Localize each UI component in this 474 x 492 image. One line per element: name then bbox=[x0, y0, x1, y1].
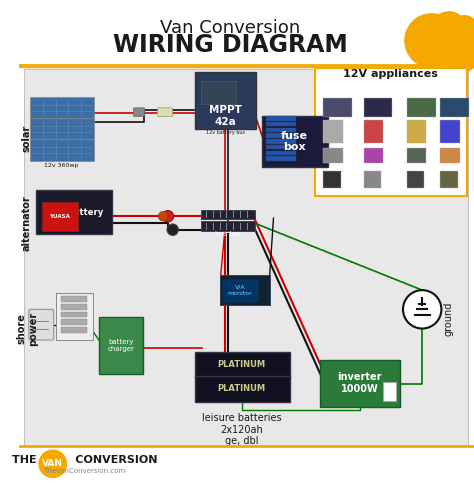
FancyBboxPatch shape bbox=[201, 221, 255, 231]
Circle shape bbox=[451, 16, 474, 43]
Text: YUASA: YUASA bbox=[49, 214, 70, 219]
FancyBboxPatch shape bbox=[266, 133, 296, 138]
FancyBboxPatch shape bbox=[407, 121, 426, 143]
FancyBboxPatch shape bbox=[157, 108, 173, 117]
FancyBboxPatch shape bbox=[61, 312, 87, 317]
FancyBboxPatch shape bbox=[42, 202, 78, 231]
FancyBboxPatch shape bbox=[61, 319, 87, 325]
FancyBboxPatch shape bbox=[201, 81, 236, 104]
Text: Van Battery: Van Battery bbox=[47, 208, 103, 217]
FancyBboxPatch shape bbox=[99, 317, 143, 373]
FancyBboxPatch shape bbox=[266, 139, 296, 144]
FancyBboxPatch shape bbox=[319, 360, 400, 407]
FancyBboxPatch shape bbox=[19, 10, 474, 108]
FancyBboxPatch shape bbox=[30, 119, 94, 140]
Circle shape bbox=[438, 31, 474, 73]
FancyBboxPatch shape bbox=[266, 156, 296, 161]
Text: V/A
monitor: V/A monitor bbox=[228, 285, 252, 296]
FancyBboxPatch shape bbox=[61, 296, 87, 302]
FancyBboxPatch shape bbox=[364, 121, 383, 143]
Text: solar: solar bbox=[22, 125, 32, 152]
FancyBboxPatch shape bbox=[266, 128, 296, 132]
Circle shape bbox=[405, 14, 459, 67]
Text: inverter
1000W: inverter 1000W bbox=[337, 372, 382, 394]
FancyBboxPatch shape bbox=[30, 140, 94, 160]
FancyBboxPatch shape bbox=[364, 171, 381, 188]
FancyBboxPatch shape bbox=[323, 121, 343, 143]
Circle shape bbox=[38, 449, 67, 478]
Circle shape bbox=[403, 290, 441, 329]
Text: shore
power: shore power bbox=[16, 311, 37, 346]
Text: MPPT
42a: MPPT 42a bbox=[209, 105, 242, 126]
Text: bus bar: bus bar bbox=[215, 232, 241, 238]
FancyBboxPatch shape bbox=[315, 67, 467, 196]
Text: battery
charger: battery charger bbox=[108, 339, 134, 352]
FancyBboxPatch shape bbox=[61, 304, 87, 310]
Text: 12v 360wp: 12v 360wp bbox=[44, 163, 79, 168]
FancyBboxPatch shape bbox=[323, 148, 343, 163]
Text: THE          CONVERSION: THE CONVERSION bbox=[12, 455, 157, 465]
FancyBboxPatch shape bbox=[440, 171, 458, 188]
FancyBboxPatch shape bbox=[440, 121, 460, 143]
FancyBboxPatch shape bbox=[30, 97, 94, 119]
FancyBboxPatch shape bbox=[195, 352, 290, 378]
FancyBboxPatch shape bbox=[223, 280, 258, 302]
FancyBboxPatch shape bbox=[364, 98, 392, 118]
FancyBboxPatch shape bbox=[364, 148, 383, 163]
FancyBboxPatch shape bbox=[407, 98, 436, 118]
FancyBboxPatch shape bbox=[24, 69, 468, 448]
Text: TheVanConversion.com: TheVanConversion.com bbox=[43, 467, 126, 473]
FancyBboxPatch shape bbox=[266, 116, 296, 121]
FancyBboxPatch shape bbox=[195, 375, 290, 402]
FancyBboxPatch shape bbox=[407, 171, 424, 188]
Circle shape bbox=[162, 211, 173, 222]
FancyBboxPatch shape bbox=[220, 275, 270, 306]
FancyBboxPatch shape bbox=[440, 98, 469, 118]
Circle shape bbox=[432, 12, 466, 46]
FancyBboxPatch shape bbox=[323, 98, 352, 118]
Text: VAN: VAN bbox=[42, 460, 64, 468]
FancyBboxPatch shape bbox=[55, 293, 93, 340]
FancyBboxPatch shape bbox=[383, 382, 396, 401]
Text: PLATINUM: PLATINUM bbox=[218, 361, 266, 369]
Text: 12v battery bus: 12v battery bus bbox=[206, 130, 245, 135]
Text: 12V appliances: 12V appliances bbox=[343, 69, 438, 79]
FancyBboxPatch shape bbox=[19, 446, 474, 482]
FancyBboxPatch shape bbox=[133, 108, 145, 117]
Text: leisure batteries
2x120ah
ge, dbl: leisure batteries 2x120ah ge, dbl bbox=[202, 413, 282, 446]
FancyBboxPatch shape bbox=[323, 171, 341, 188]
FancyBboxPatch shape bbox=[266, 151, 296, 155]
FancyBboxPatch shape bbox=[266, 145, 296, 150]
Text: Van Conversion: Van Conversion bbox=[160, 19, 301, 37]
FancyBboxPatch shape bbox=[440, 148, 460, 163]
Text: fuse
box: fuse box bbox=[281, 130, 308, 152]
Text: ground: ground bbox=[443, 302, 453, 336]
FancyBboxPatch shape bbox=[29, 309, 54, 340]
FancyBboxPatch shape bbox=[36, 190, 112, 235]
Text: WIRING DIAGRAM: WIRING DIAGRAM bbox=[113, 33, 347, 58]
FancyBboxPatch shape bbox=[407, 148, 426, 163]
Circle shape bbox=[167, 224, 179, 236]
FancyBboxPatch shape bbox=[266, 122, 296, 126]
FancyBboxPatch shape bbox=[195, 72, 256, 129]
FancyBboxPatch shape bbox=[201, 210, 255, 219]
Text: alternator: alternator bbox=[22, 195, 32, 251]
FancyBboxPatch shape bbox=[61, 327, 87, 333]
Text: PLATINUM: PLATINUM bbox=[218, 384, 266, 394]
FancyBboxPatch shape bbox=[262, 116, 328, 167]
Circle shape bbox=[158, 212, 168, 221]
